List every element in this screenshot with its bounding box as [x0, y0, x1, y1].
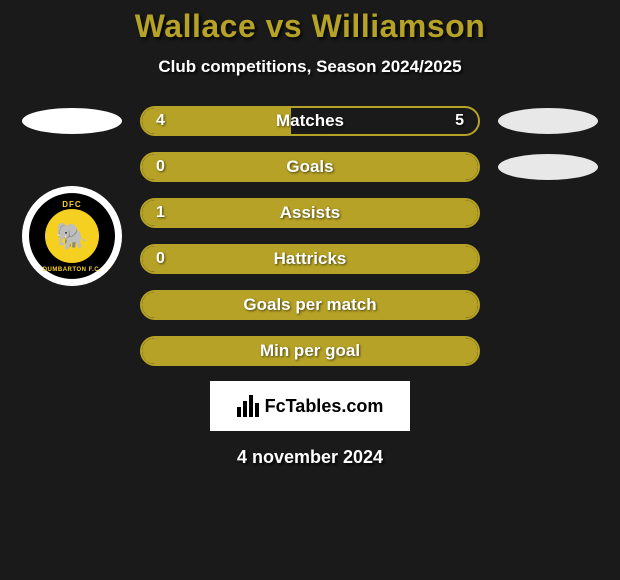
- stat-label: Hattricks: [274, 249, 347, 269]
- brand-logo-icon: [237, 395, 259, 417]
- stat-label: Goals: [286, 157, 333, 177]
- stat-value-left: 0: [156, 158, 165, 176]
- ellipse-icon: [498, 108, 598, 134]
- stat-row-goals-per-match: Goals per match: [0, 289, 620, 321]
- page-title: Wallace vs Williamson: [0, 8, 620, 45]
- right-club-ellipse: [498, 154, 598, 180]
- stat-row-matches: 4 Matches 5: [0, 105, 620, 137]
- stat-label: Assists: [280, 203, 340, 223]
- ellipse-icon: [22, 108, 122, 134]
- ellipse-icon: [498, 154, 598, 180]
- stat-row-assists: 1 Assists: [0, 197, 620, 229]
- brand-box[interactable]: FcTables.com: [210, 381, 410, 431]
- brand-text: FcTables.com: [265, 396, 384, 417]
- stat-label: Min per goal: [260, 341, 360, 361]
- stat-value-left: 1: [156, 204, 165, 222]
- stat-bar: 0 Goals: [140, 152, 480, 182]
- stat-label: Matches: [276, 111, 344, 131]
- comparison-card: Wallace vs Williamson Club competitions,…: [0, 0, 620, 468]
- stat-bar: Goals per match: [140, 290, 480, 320]
- stat-row-min-per-goal: Min per goal: [0, 335, 620, 367]
- stat-bar: 4 Matches 5: [140, 106, 480, 136]
- stat-value-left: 4: [156, 112, 165, 130]
- date-label: 4 november 2024: [0, 447, 620, 468]
- stat-row-hattricks: 0 Hattricks: [0, 243, 620, 275]
- stat-value-left: 0: [156, 250, 165, 268]
- stat-bar: Min per goal: [140, 336, 480, 366]
- stat-row-goals: DFC 🐘 DUMBARTON F.C. 0 Goals: [0, 151, 620, 183]
- right-country-ellipse: [498, 108, 598, 134]
- stat-bar: 1 Assists: [140, 198, 480, 228]
- stat-label: Goals per match: [243, 295, 376, 315]
- subtitle: Club competitions, Season 2024/2025: [0, 57, 620, 77]
- stat-value-right: 5: [455, 112, 464, 130]
- stat-bar: 0 Hattricks: [140, 244, 480, 274]
- left-country-ellipse: [22, 108, 122, 134]
